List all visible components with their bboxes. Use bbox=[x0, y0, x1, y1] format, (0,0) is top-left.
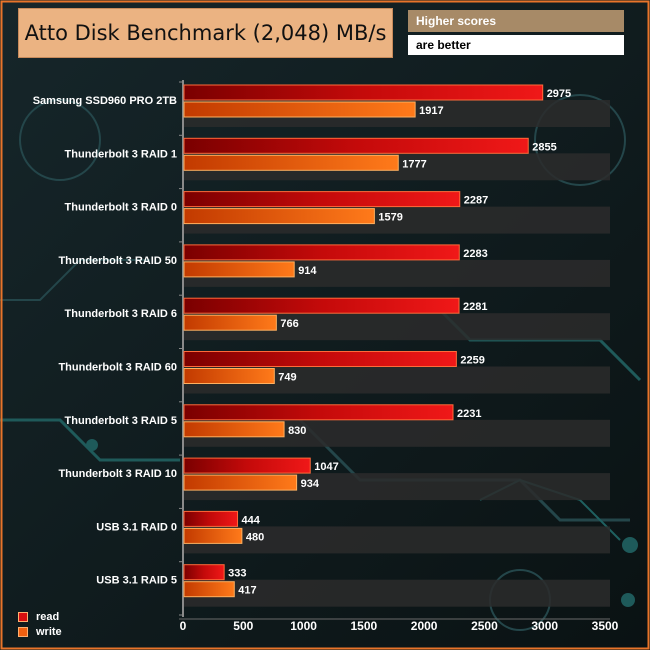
bar-read bbox=[183, 297, 460, 314]
legend: read write bbox=[18, 610, 62, 640]
data-label-write: 1579 bbox=[378, 212, 402, 224]
bar-read bbox=[183, 351, 457, 367]
data-label-write: 1917 bbox=[419, 105, 443, 117]
bar-write bbox=[183, 208, 375, 225]
category-label: Thunderbolt 3 RAID 5 bbox=[65, 415, 177, 427]
data-label-write: 1777 bbox=[402, 158, 426, 170]
x-tick-label: 1000 bbox=[290, 619, 317, 633]
data-label-read: 2259 bbox=[460, 355, 484, 367]
bar-write bbox=[183, 368, 275, 384]
x-tick-label: 2500 bbox=[471, 619, 498, 633]
bar-write bbox=[183, 474, 298, 491]
x-tick-label: 3000 bbox=[531, 619, 558, 633]
data-label-write: 417 bbox=[238, 585, 256, 597]
category-label: USB 3.1 RAID 0 bbox=[96, 521, 177, 533]
legend-item-read: read bbox=[18, 610, 62, 624]
data-label-read: 2855 bbox=[532, 141, 556, 153]
circuit-trace bbox=[0, 259, 150, 301]
bar-read bbox=[183, 457, 311, 474]
category-label: Thunderbolt 3 RAID 6 bbox=[65, 308, 177, 320]
category-label: Thunderbolt 3 RAID 1 bbox=[65, 148, 177, 160]
category-label: Thunderbolt 3 RAID 10 bbox=[58, 468, 177, 480]
bar-write bbox=[183, 581, 235, 598]
bar-write bbox=[183, 154, 399, 171]
circuit-node bbox=[622, 537, 638, 553]
chart-title-box: Atto Disk Benchmark (2,048) MB/s bbox=[18, 8, 393, 58]
data-label-read: 444 bbox=[242, 514, 261, 526]
legend-swatch-write bbox=[18, 627, 28, 637]
data-label-read: 1047 bbox=[314, 461, 338, 473]
x-tick-label: 3500 bbox=[592, 619, 619, 633]
category-label: USB 3.1 RAID 5 bbox=[96, 575, 177, 587]
bar-read bbox=[183, 564, 225, 581]
chart-title: Atto Disk Benchmark (2,048) MB/s bbox=[24, 21, 387, 45]
row-band bbox=[183, 579, 610, 607]
data-label-write: 934 bbox=[301, 478, 320, 490]
category-label: Samsung SSD960 PRO 2TB bbox=[33, 95, 177, 107]
data-label-write: 766 bbox=[280, 318, 298, 330]
x-tick-label: 0 bbox=[180, 619, 187, 633]
data-label-write: 830 bbox=[288, 425, 306, 437]
data-label-read: 2283 bbox=[463, 248, 487, 260]
data-label-read: 2287 bbox=[464, 195, 488, 207]
circuit-node bbox=[86, 439, 98, 451]
x-tick-label: 500 bbox=[233, 619, 253, 633]
data-label-write: 914 bbox=[298, 265, 317, 277]
bar-write bbox=[183, 421, 285, 438]
legend-item-write: write bbox=[18, 625, 62, 639]
legend-swatch-read bbox=[18, 612, 28, 622]
bar-write bbox=[183, 261, 295, 278]
bar-read bbox=[183, 510, 239, 527]
higher-scores-note: Higher scores bbox=[408, 10, 624, 32]
legend-label-read: read bbox=[36, 611, 60, 623]
bar-read bbox=[183, 137, 529, 154]
row-band bbox=[183, 526, 610, 554]
bar-read bbox=[183, 404, 454, 421]
category-label: Thunderbolt 3 RAID 60 bbox=[58, 362, 177, 374]
data-label-read: 2281 bbox=[463, 301, 487, 313]
circuit-node bbox=[621, 593, 635, 607]
x-tick-label: 1500 bbox=[351, 619, 378, 633]
circuit-trace bbox=[0, 418, 180, 462]
x-tick-label: 2000 bbox=[411, 619, 438, 633]
circuit-ring bbox=[19, 99, 101, 181]
data-label-write: 480 bbox=[246, 531, 264, 543]
bar-read bbox=[183, 84, 544, 101]
data-label-write: 749 bbox=[278, 372, 296, 384]
data-label-read: 2231 bbox=[457, 408, 481, 420]
circuit-ring bbox=[534, 94, 626, 186]
data-label-read: 333 bbox=[228, 568, 246, 580]
bar-write bbox=[183, 527, 243, 544]
bar-read bbox=[183, 244, 460, 261]
bar-write bbox=[183, 314, 277, 331]
data-label-read: 2975 bbox=[547, 88, 571, 100]
category-label: Thunderbolt 3 RAID 0 bbox=[65, 202, 177, 214]
category-label: Thunderbolt 3 RAID 50 bbox=[58, 255, 177, 267]
legend-label-write: write bbox=[36, 626, 62, 638]
bar-write bbox=[183, 101, 416, 118]
are-better-note: are better bbox=[408, 35, 624, 55]
bar-read bbox=[183, 191, 461, 208]
